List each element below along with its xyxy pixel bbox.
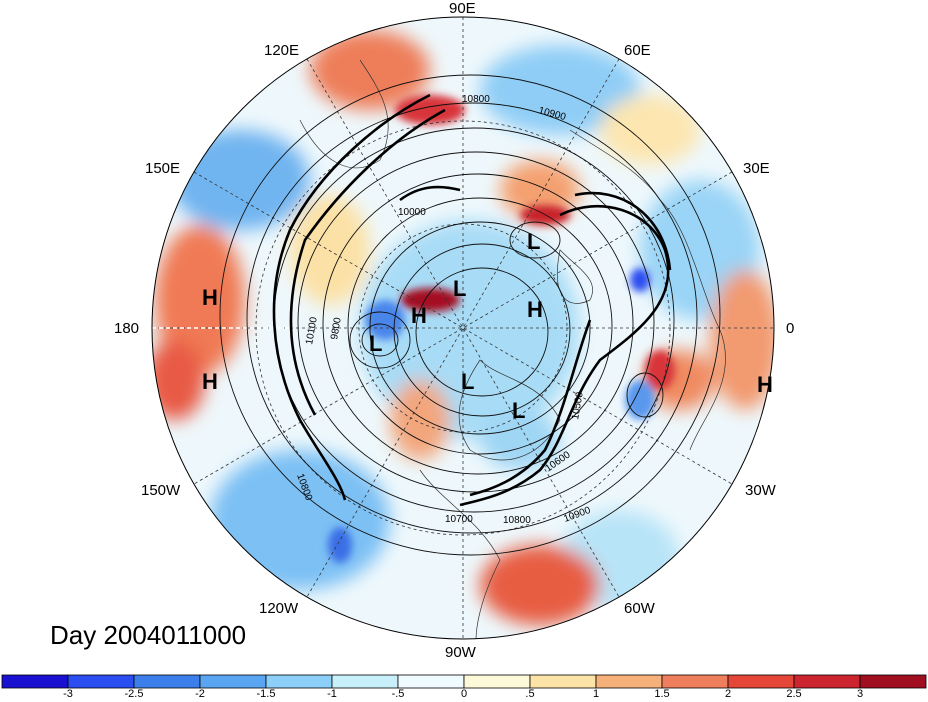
colorbar-swatch bbox=[331, 674, 399, 689]
contour-label: 10800 bbox=[462, 94, 490, 105]
lon-label-150e: 150E bbox=[145, 160, 181, 177]
colorbar-tick-label: -.5 bbox=[391, 688, 405, 700]
coastlines bbox=[299, 59, 726, 639]
colorbar-tick-label: -2.5 bbox=[124, 688, 144, 700]
jet-stream-contours bbox=[272, 93, 672, 507]
colorbar-swatch bbox=[661, 674, 729, 689]
contour-label: 10100 bbox=[304, 316, 320, 346]
colorbar-tick-label: 1.5 bbox=[654, 688, 670, 700]
low-center: L bbox=[369, 331, 382, 356]
lon-label-180: 180 bbox=[114, 320, 140, 337]
colorbar-swatch bbox=[1, 674, 69, 689]
colorbar-tick-label: 2.5 bbox=[786, 688, 802, 700]
colorbar-swatch bbox=[397, 674, 465, 689]
contour-label: 10700 bbox=[445, 514, 473, 525]
high-center: H bbox=[202, 285, 218, 310]
colorbar-tick-label: 3 bbox=[856, 688, 864, 700]
high-center: H bbox=[411, 303, 427, 328]
low-center: L bbox=[512, 398, 525, 423]
lon-label-90e: 90E bbox=[449, 0, 476, 17]
colorbar-tick-label: -2 bbox=[195, 688, 205, 700]
lon-label-90w: 90W bbox=[445, 644, 476, 661]
colorbar bbox=[1, 674, 927, 689]
colorbar-swatch bbox=[529, 674, 597, 689]
colorbar-tick-label: -1.5 bbox=[256, 688, 276, 700]
colorbar-swatch bbox=[133, 674, 201, 689]
low-center: L bbox=[453, 276, 466, 301]
graticule bbox=[152, 17, 774, 639]
colorbar-tick-label: 0 bbox=[460, 688, 468, 700]
colorbar-swatch bbox=[595, 674, 663, 689]
anomaly-field bbox=[152, 17, 774, 639]
colorbar-swatch bbox=[859, 674, 927, 689]
lon-label-120e: 120E bbox=[264, 42, 300, 59]
colorbar-swatch bbox=[265, 674, 333, 689]
lon-label-60e: 60E bbox=[624, 42, 651, 59]
high-center: H bbox=[757, 372, 773, 397]
low-center: L bbox=[527, 229, 540, 254]
lon-label-60w: 60W bbox=[624, 600, 655, 617]
pressure-centers: H H H H H L L L L L bbox=[202, 229, 773, 423]
low-center: L bbox=[461, 369, 474, 394]
height-contours bbox=[219, 74, 721, 556]
colorbar-tick-label: 2 bbox=[724, 688, 732, 700]
high-center: H bbox=[202, 369, 218, 394]
contour-label: 10800 bbox=[503, 515, 531, 526]
colorbar-swatch bbox=[793, 674, 861, 689]
colorbar-swatch bbox=[463, 674, 531, 689]
lon-label-0: 0 bbox=[786, 320, 795, 337]
contour-label: 10500 bbox=[570, 391, 586, 421]
contour-label: 9800 bbox=[329, 316, 344, 340]
colorbar-tick-label: -1 bbox=[327, 688, 337, 700]
map-border bbox=[151, 16, 775, 640]
colorbar-tick-label: 1 bbox=[592, 688, 600, 700]
lon-label-150w: 150W bbox=[141, 482, 181, 499]
lon-label-30w: 30W bbox=[745, 482, 776, 499]
colorbar-swatch bbox=[199, 674, 267, 689]
colorbar-swatch bbox=[727, 674, 795, 689]
high-center: H bbox=[527, 297, 543, 322]
lon-label-120w: 120W bbox=[259, 600, 299, 617]
colorbar-swatch bbox=[67, 674, 135, 689]
lon-label-30e: 30E bbox=[743, 160, 770, 177]
colorbar-tick-label: .5 bbox=[525, 688, 535, 700]
contour-label: 10000 bbox=[398, 207, 426, 218]
colorbar-tick-label: -3 bbox=[63, 688, 73, 700]
day-title: Day 2004011000 bbox=[50, 620, 247, 650]
